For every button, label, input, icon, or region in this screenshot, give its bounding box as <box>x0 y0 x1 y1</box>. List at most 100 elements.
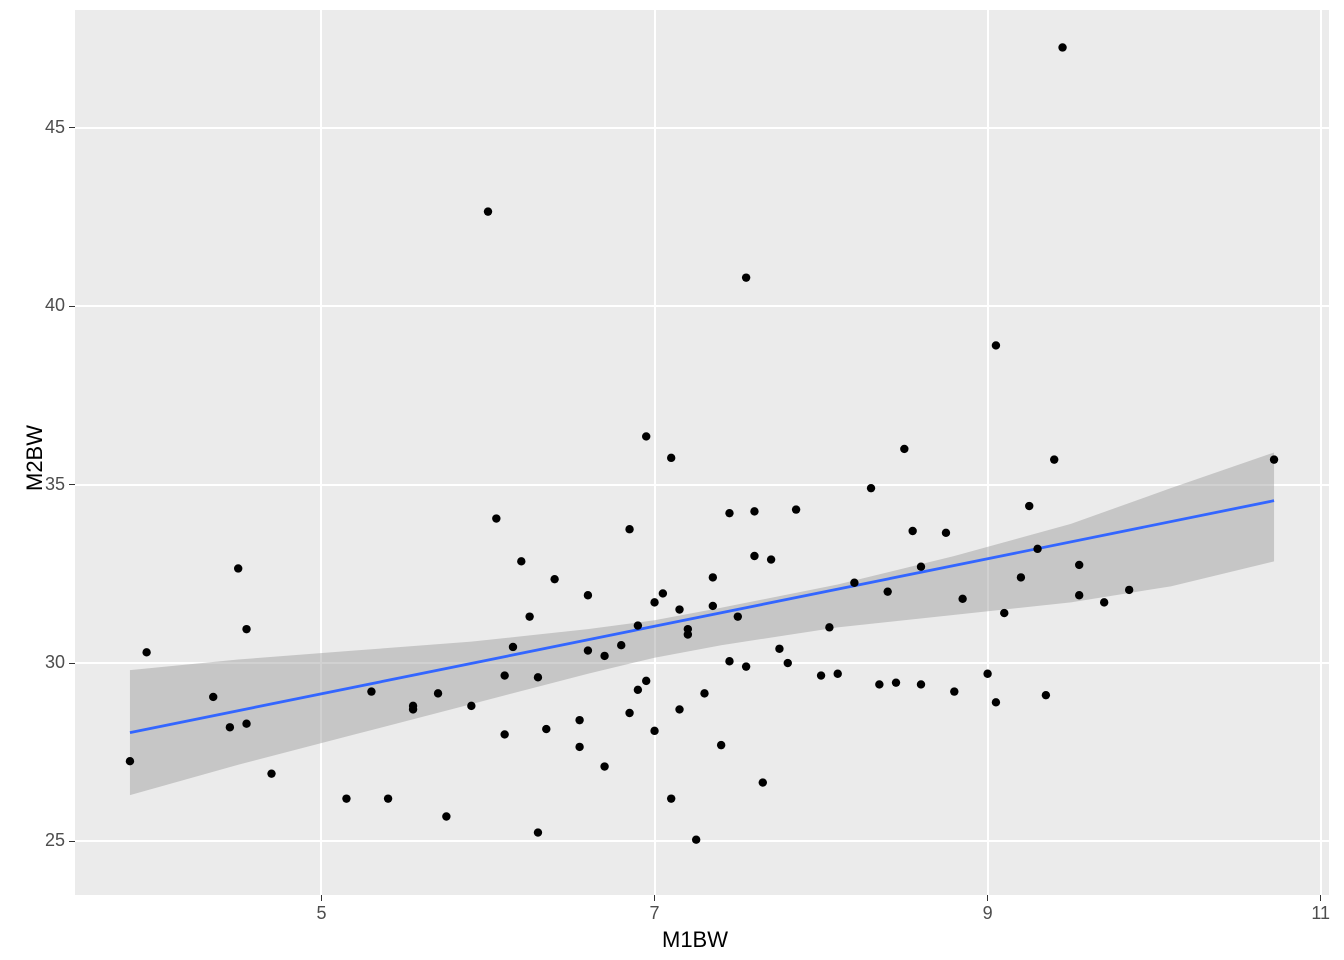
data-point <box>742 662 750 670</box>
data-point <box>525 612 533 620</box>
x-tick-mark <box>321 895 322 901</box>
data-point <box>434 689 442 697</box>
data-point <box>409 705 417 713</box>
data-point <box>917 680 925 688</box>
data-point <box>242 720 250 728</box>
data-point <box>634 686 642 694</box>
data-point <box>584 646 592 654</box>
data-point <box>675 705 683 713</box>
data-point <box>908 527 916 535</box>
data-point <box>917 562 925 570</box>
data-point <box>784 659 792 667</box>
data-point <box>650 727 658 735</box>
data-point <box>734 612 742 620</box>
data-point <box>650 598 658 606</box>
data-point <box>575 716 583 724</box>
data-point <box>667 454 675 462</box>
data-point <box>983 670 991 678</box>
data-point <box>625 709 633 717</box>
data-point <box>792 505 800 513</box>
x-tick-label: 9 <box>963 903 1013 924</box>
data-point <box>750 552 758 560</box>
data-point <box>1075 591 1083 599</box>
x-tick-mark <box>1320 895 1321 901</box>
data-point <box>1017 573 1025 581</box>
plot-svg <box>0 0 1344 960</box>
data-point <box>817 671 825 679</box>
data-point <box>742 273 750 281</box>
data-point <box>234 564 242 572</box>
x-tick-mark <box>987 895 988 901</box>
data-point <box>892 678 900 686</box>
data-point <box>775 645 783 653</box>
data-point <box>700 689 708 697</box>
data-point <box>950 687 958 695</box>
data-point <box>1025 502 1033 510</box>
data-point <box>850 579 858 587</box>
y-tick-label: 25 <box>25 830 65 851</box>
data-point <box>1270 455 1278 463</box>
data-point <box>825 623 833 631</box>
data-point <box>534 673 542 681</box>
data-point <box>834 670 842 678</box>
data-point <box>709 573 717 581</box>
data-point <box>384 794 392 802</box>
regression-line <box>130 501 1274 733</box>
data-point <box>442 812 450 820</box>
x-tick-label: 11 <box>1296 903 1344 924</box>
data-point <box>767 555 775 563</box>
y-tick-mark <box>69 663 75 664</box>
data-point <box>625 525 633 533</box>
data-point <box>659 589 667 597</box>
x-axis-title: M1BW <box>662 927 728 953</box>
data-point <box>725 509 733 517</box>
data-point <box>500 671 508 679</box>
scatter-chart: 579112530354045 M1BW M2BW <box>0 0 1344 960</box>
data-point <box>242 625 250 633</box>
y-tick-mark <box>69 127 75 128</box>
data-point <box>367 687 375 695</box>
data-point <box>942 529 950 537</box>
data-point <box>342 794 350 802</box>
y-tick-mark <box>69 306 75 307</box>
data-point <box>142 648 150 656</box>
x-tick-mark <box>654 895 655 901</box>
data-point <box>725 657 733 665</box>
data-point <box>1125 586 1133 594</box>
data-point <box>750 507 758 515</box>
data-point <box>717 741 725 749</box>
data-point <box>867 484 875 492</box>
data-point <box>883 587 891 595</box>
y-tick-label: 30 <box>25 652 65 673</box>
data-point <box>209 693 217 701</box>
data-point <box>617 641 625 649</box>
data-point <box>600 762 608 770</box>
data-point <box>550 575 558 583</box>
data-point <box>509 643 517 651</box>
y-tick-mark <box>69 484 75 485</box>
data-point <box>675 605 683 613</box>
data-point <box>534 828 542 836</box>
x-tick-label: 7 <box>630 903 680 924</box>
data-point <box>267 769 275 777</box>
data-point <box>759 778 767 786</box>
data-point <box>542 725 550 733</box>
data-point <box>642 677 650 685</box>
data-point <box>492 514 500 522</box>
data-point <box>709 602 717 610</box>
data-point <box>575 743 583 751</box>
data-point <box>1033 545 1041 553</box>
x-tick-label: 5 <box>296 903 346 924</box>
data-point <box>467 702 475 710</box>
data-point <box>500 730 508 738</box>
data-point <box>1100 598 1108 606</box>
data-point <box>667 794 675 802</box>
data-point <box>1042 691 1050 699</box>
data-point <box>692 835 700 843</box>
data-point <box>992 341 1000 349</box>
data-point <box>875 680 883 688</box>
data-point <box>226 723 234 731</box>
data-point <box>1050 455 1058 463</box>
data-point <box>484 207 492 215</box>
data-point <box>992 698 1000 706</box>
